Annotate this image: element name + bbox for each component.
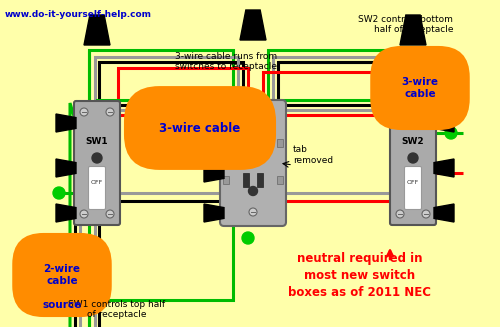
FancyBboxPatch shape	[220, 100, 286, 226]
Text: 3-wire cable runs from
switches to receptacle: 3-wire cable runs from switches to recep…	[175, 52, 277, 71]
Text: tab
removed: tab removed	[293, 145, 333, 165]
Polygon shape	[434, 204, 454, 222]
Polygon shape	[434, 114, 454, 132]
Circle shape	[408, 153, 418, 163]
Text: SW1: SW1	[86, 136, 108, 146]
Circle shape	[248, 149, 258, 159]
Text: SW1 controls top half
of receptacle: SW1 controls top half of receptacle	[68, 300, 166, 319]
Polygon shape	[240, 10, 266, 40]
Text: SW2 controls bottom
half of receptacle: SW2 controls bottom half of receptacle	[358, 15, 453, 34]
Bar	[277, 176, 283, 184]
Polygon shape	[56, 204, 76, 222]
Polygon shape	[204, 164, 224, 182]
Circle shape	[396, 108, 404, 116]
Polygon shape	[56, 114, 76, 132]
Text: source: source	[42, 300, 82, 310]
Circle shape	[249, 208, 257, 216]
Bar	[243, 136, 249, 150]
FancyBboxPatch shape	[74, 101, 120, 225]
Circle shape	[249, 110, 257, 118]
Bar	[223, 139, 229, 147]
Polygon shape	[84, 15, 110, 45]
Text: OFF: OFF	[407, 181, 419, 185]
Bar	[243, 173, 249, 187]
Polygon shape	[434, 159, 454, 177]
Text: 3-wire cable: 3-wire cable	[160, 122, 240, 134]
Bar	[223, 176, 229, 184]
Text: SW2: SW2	[402, 136, 424, 146]
Circle shape	[422, 210, 430, 218]
Circle shape	[396, 210, 404, 218]
Circle shape	[445, 127, 457, 139]
Circle shape	[80, 210, 88, 218]
Text: 3-wire
cable: 3-wire cable	[402, 77, 438, 99]
Circle shape	[422, 108, 430, 116]
Polygon shape	[400, 15, 426, 45]
Polygon shape	[204, 204, 224, 222]
Text: 2-wire
cable: 2-wire cable	[44, 264, 80, 286]
Bar	[277, 139, 283, 147]
Circle shape	[53, 187, 65, 199]
Circle shape	[92, 153, 102, 163]
Circle shape	[242, 232, 254, 244]
FancyBboxPatch shape	[404, 166, 421, 210]
Circle shape	[106, 108, 114, 116]
Text: www.do-it-yourself-help.com: www.do-it-yourself-help.com	[5, 10, 152, 19]
Circle shape	[106, 210, 114, 218]
Circle shape	[248, 186, 258, 196]
Circle shape	[80, 108, 88, 116]
Text: OFF: OFF	[91, 181, 103, 185]
Polygon shape	[56, 159, 76, 177]
Bar	[257, 173, 263, 187]
Text: neutral required in
most new switch
boxes as of 2011 NEC: neutral required in most new switch boxe…	[288, 252, 432, 299]
FancyBboxPatch shape	[88, 166, 106, 210]
FancyBboxPatch shape	[390, 101, 436, 225]
Bar	[257, 136, 263, 150]
